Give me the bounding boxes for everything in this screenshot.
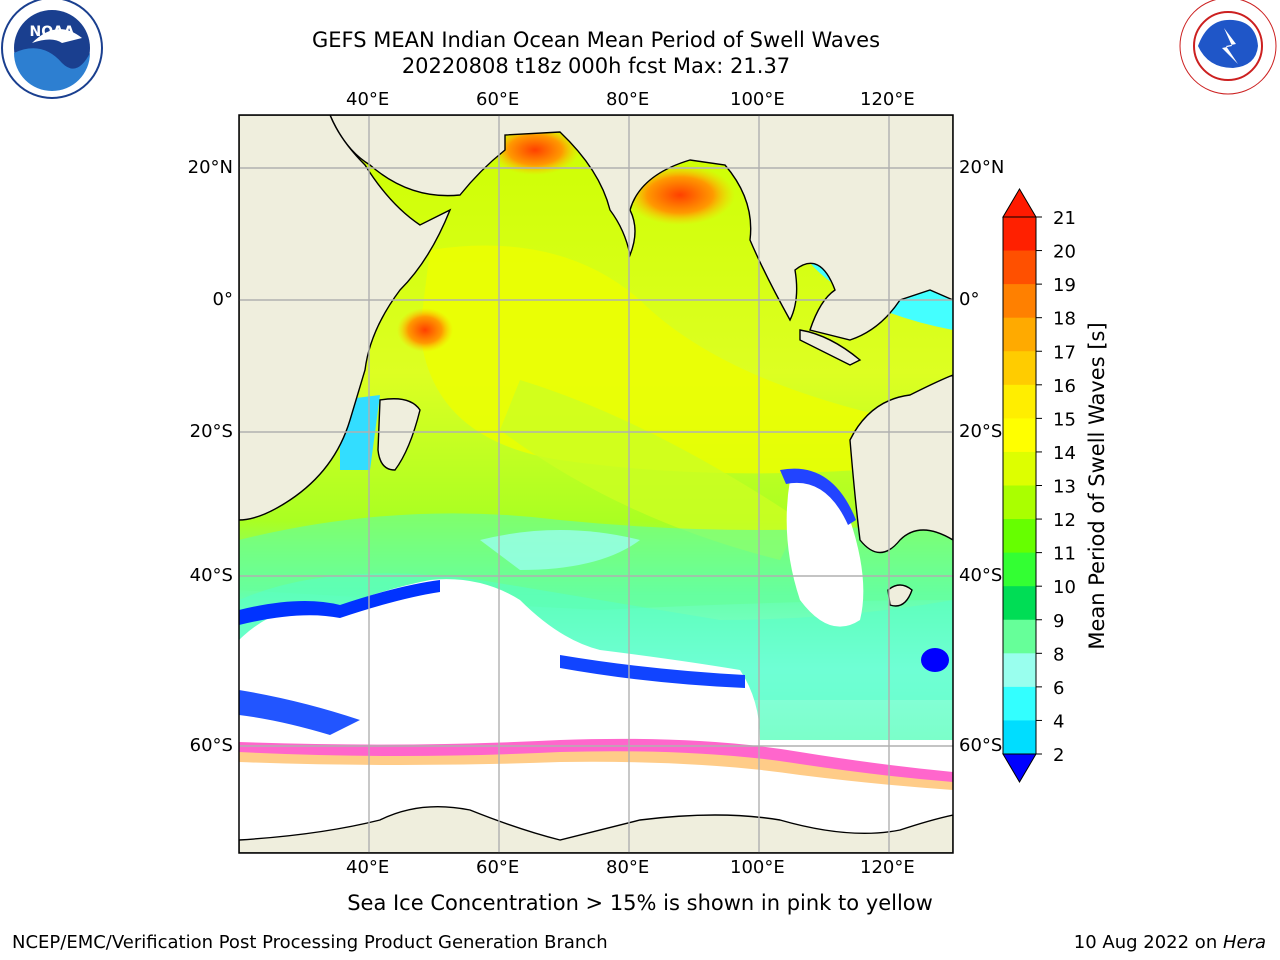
colorbar-segment xyxy=(1003,217,1036,252)
swell-region-cyan xyxy=(480,530,640,570)
colorbar-segment xyxy=(1003,586,1036,621)
colorbar-segment xyxy=(1003,384,1036,419)
land-antarctica xyxy=(239,806,953,853)
footer-host: Hera xyxy=(1222,932,1266,953)
noaa-logo-text: NOAA xyxy=(30,24,75,40)
colorbar-tick-label: 19 xyxy=(1053,275,1076,296)
hotspot-arabian xyxy=(490,125,580,175)
colorbar-segment xyxy=(1003,720,1036,755)
footer-credit: NCEP/EMC/Verification Post Processing Pr… xyxy=(12,932,608,953)
low-period-edge-2 xyxy=(560,655,745,688)
colorbar-tick-label: 14 xyxy=(1053,443,1076,464)
chart-subtitle: 20220808 t18z 000h fcst Max: 21.37 xyxy=(401,54,791,78)
chart-title: GEFS MEAN Indian Ocean Mean Period of Sw… xyxy=(311,28,881,52)
lat-tick-right: 40°S xyxy=(959,565,1003,586)
gridlines xyxy=(239,115,953,853)
lon-tick-bottom: 40°E xyxy=(346,857,390,878)
lon-tick-top: 40°E xyxy=(346,89,390,110)
land-australia xyxy=(849,374,953,554)
colorbar-segment xyxy=(1003,284,1036,319)
land-indonesia xyxy=(799,329,862,366)
lon-tick-bottom: 120°E xyxy=(860,857,915,878)
colorbar: 21 20 19 18 17 16 15 14 13 12 11 10 9 8 6 4 2 xyxy=(1002,188,1076,783)
sea-ice-caption: Sea Ice Concentration > 15% is shown in … xyxy=(347,891,933,915)
colorbar-tick-label: 18 xyxy=(1053,309,1076,330)
colorbar-tick-label: 9 xyxy=(1053,611,1064,632)
colorbar-tick-label: 8 xyxy=(1053,644,1064,665)
lon-tick-top: 120°E xyxy=(860,89,915,110)
colorbar-segment xyxy=(1003,250,1036,285)
land-madagascar xyxy=(377,398,421,471)
lon-tick-top: 80°E xyxy=(606,89,650,110)
colorbar-tick-label: 6 xyxy=(1053,678,1064,699)
colorbar-tick-label: 4 xyxy=(1053,711,1064,732)
lat-tick-right: 20°N xyxy=(959,157,1005,178)
colorbar-segment xyxy=(1003,485,1036,520)
colorbar-over-arrow xyxy=(1002,188,1037,218)
colorbar-tick-label: 13 xyxy=(1053,477,1076,498)
colorbar-tick-label: 15 xyxy=(1053,409,1076,430)
lon-tick-top: 60°E xyxy=(476,89,520,110)
sea-ice-band xyxy=(239,738,953,786)
footer-date: 10 Aug 2022 on Hera xyxy=(1074,932,1266,953)
colorbar-under-arrow xyxy=(1002,753,1037,783)
colorbar-tick-label: 12 xyxy=(1053,510,1076,531)
colorbar-label: Mean Period of Swell Waves [s] xyxy=(1085,322,1109,650)
low-period-edge xyxy=(239,580,440,625)
lat-tick-right: 60°S xyxy=(959,735,1003,756)
lat-tick-left: 60°S xyxy=(189,735,233,756)
hotspot-somalia xyxy=(397,308,453,352)
land-asia xyxy=(239,115,953,341)
colorbar-tick-label: 10 xyxy=(1053,577,1076,598)
lat-tick-left: 40°S xyxy=(189,565,233,586)
colorbar-segment xyxy=(1003,317,1036,352)
lon-tick-bottom: 80°E xyxy=(606,857,650,878)
land-tasmania xyxy=(887,584,913,607)
map-frame xyxy=(238,114,954,854)
lon-tick-bottom: 60°E xyxy=(476,857,520,878)
colorbar-segment xyxy=(1003,519,1036,554)
footer-date-text: 10 Aug 2022 on xyxy=(1073,932,1223,953)
colorbar-segment xyxy=(1003,686,1036,721)
low-period-spot xyxy=(921,648,949,672)
colorbar-tick-label: 21 xyxy=(1053,208,1076,229)
low-period-edge-3 xyxy=(239,690,360,735)
hotspot-bengal xyxy=(625,165,735,225)
lat-tick-left: 20°S xyxy=(189,421,233,442)
land-africa xyxy=(239,115,452,521)
colorbar-segment xyxy=(1003,619,1036,654)
lat-tick-right: 0° xyxy=(959,289,980,310)
colorbar-tick-label: 20 xyxy=(1053,242,1076,263)
colorbar-tick-label: 17 xyxy=(1053,342,1076,363)
sea-ice-edge xyxy=(239,751,953,790)
noaa-logo: NOAA xyxy=(1,0,103,99)
colorbar-tick-label: 11 xyxy=(1053,544,1076,565)
land xyxy=(239,115,953,853)
map-area xyxy=(239,115,953,853)
colorbar-segment xyxy=(1003,451,1036,486)
colorbar-segment xyxy=(1003,552,1036,587)
lat-tick-left: 20°N xyxy=(187,157,233,178)
nws-logo xyxy=(1179,0,1277,95)
colorbar-segment xyxy=(1003,351,1036,386)
colorbar-segment xyxy=(1003,653,1036,688)
colorbar-tick-label: 2 xyxy=(1053,745,1064,766)
lat-tick-right: 20°S xyxy=(959,421,1003,442)
swell-region-band xyxy=(500,380,800,560)
lon-tick-bottom: 100°E xyxy=(730,857,785,878)
colorbar-segment xyxy=(1003,418,1036,453)
low-period-edge-4 xyxy=(780,468,856,525)
lon-tick-top: 100°E xyxy=(730,89,785,110)
lat-tick-left: 0° xyxy=(212,289,233,310)
colorbar-tick-label: 16 xyxy=(1053,376,1076,397)
